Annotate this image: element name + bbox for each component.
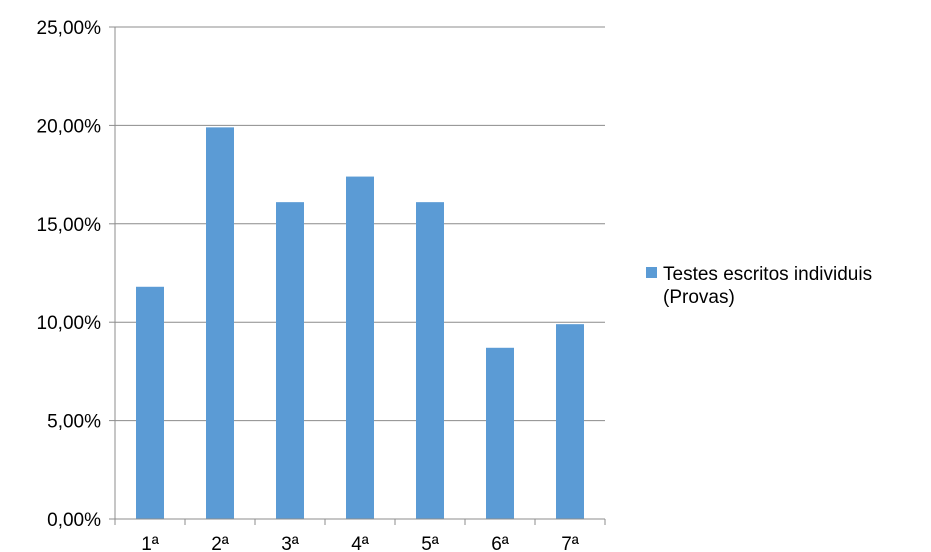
y-tick-labels: 0,00% 5,00% 10,00% 15,00% 20,00% 25,00%: [37, 18, 102, 531]
y-tick-label: 10,00%: [37, 313, 102, 334]
x-tick-label: 7ª: [561, 534, 580, 552]
bar-5: [416, 202, 444, 520]
y-tick-label: 15,00%: [37, 215, 102, 236]
y-tick-label: 0,00%: [47, 510, 101, 531]
legend: Testes escritos individuis (Provas): [646, 264, 872, 308]
legend-swatch: [646, 267, 657, 278]
y-tick-label: 20,00%: [37, 116, 102, 137]
bar-4: [346, 176, 374, 519]
bar-1: [136, 286, 164, 519]
x-tick-label: 3ª: [281, 534, 300, 552]
x-tick-label: 1ª: [141, 534, 160, 552]
y-tick-label: 5,00%: [47, 412, 101, 433]
y-tick-label: 25,00%: [37, 18, 102, 39]
legend-label-line-2: (Provas): [663, 287, 735, 308]
x-tick-label: 5ª: [421, 534, 440, 552]
bars: [136, 127, 584, 520]
bar-6: [486, 347, 514, 519]
bar-3: [276, 202, 304, 520]
x-tick-label: 6ª: [491, 534, 510, 552]
x-tick-label: 4ª: [351, 534, 370, 552]
axes: [109, 26, 606, 525]
legend-label-line-1: Testes escritos individuis: [663, 264, 872, 285]
x-tick-labels: 1ª 2ª 3ª 4ª 5ª 6ª 7ª: [141, 534, 580, 552]
bar-2: [206, 127, 234, 520]
x-tick-label: 2ª: [211, 534, 230, 552]
bar-7: [556, 324, 584, 519]
